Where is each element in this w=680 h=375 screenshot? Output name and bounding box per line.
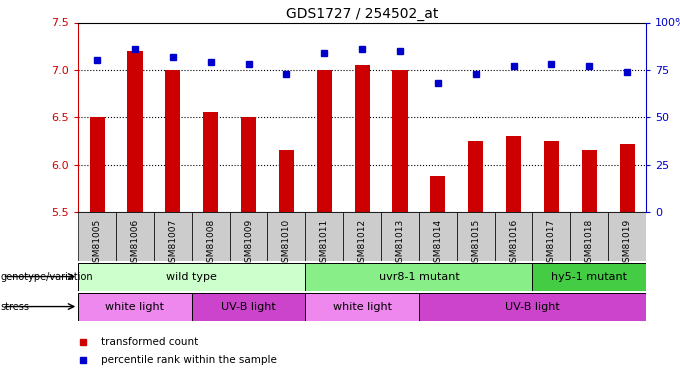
Text: white light: white light <box>333 302 392 312</box>
Bar <box>619 144 634 212</box>
Bar <box>241 117 256 212</box>
Bar <box>116 212 154 261</box>
Text: GSM81008: GSM81008 <box>206 219 215 268</box>
Bar <box>305 212 343 261</box>
Bar <box>532 212 571 261</box>
Text: GSM81009: GSM81009 <box>244 219 253 268</box>
Bar <box>192 212 230 261</box>
Text: UV-B light: UV-B light <box>221 302 276 312</box>
Bar <box>419 212 457 261</box>
Text: white light: white light <box>105 302 165 312</box>
Text: GSM81006: GSM81006 <box>131 219 139 268</box>
Text: transformed count: transformed count <box>101 336 198 346</box>
Text: hy5-1 mutant: hy5-1 mutant <box>551 272 627 282</box>
Bar <box>78 292 192 321</box>
Bar <box>305 262 532 291</box>
Bar <box>381 212 419 261</box>
Bar <box>571 212 608 261</box>
Text: GSM81017: GSM81017 <box>547 219 556 268</box>
Title: GDS1727 / 254502_at: GDS1727 / 254502_at <box>286 8 439 21</box>
Text: percentile rank within the sample: percentile rank within the sample <box>101 355 277 365</box>
Bar <box>608 212 646 261</box>
Bar <box>279 150 294 212</box>
Text: GSM81005: GSM81005 <box>92 219 101 268</box>
Bar <box>230 212 267 261</box>
Text: stress: stress <box>1 302 30 312</box>
Bar <box>154 212 192 261</box>
Text: genotype/variation: genotype/variation <box>1 272 93 282</box>
Text: GSM81018: GSM81018 <box>585 219 594 268</box>
Text: wild type: wild type <box>167 272 217 282</box>
Bar <box>127 51 143 212</box>
Bar <box>90 117 105 212</box>
Bar <box>78 212 116 261</box>
Bar <box>457 212 494 261</box>
Bar <box>430 176 445 212</box>
Bar <box>494 212 532 261</box>
Text: uvr8-1 mutant: uvr8-1 mutant <box>379 272 459 282</box>
Bar <box>532 262 646 291</box>
Bar <box>343 212 381 261</box>
Text: GSM81014: GSM81014 <box>433 219 442 268</box>
Bar <box>78 262 305 291</box>
Bar <box>267 212 305 261</box>
Bar <box>392 70 407 212</box>
Text: UV-B light: UV-B light <box>505 302 560 312</box>
Bar <box>354 65 370 212</box>
Bar <box>506 136 521 212</box>
Text: GSM81010: GSM81010 <box>282 219 291 268</box>
Bar <box>419 292 646 321</box>
Bar <box>544 141 559 212</box>
Text: GSM81012: GSM81012 <box>358 219 367 268</box>
Bar <box>305 292 419 321</box>
Bar <box>203 112 218 212</box>
Bar <box>581 150 597 212</box>
Text: GSM81013: GSM81013 <box>396 219 405 268</box>
Text: GSM81011: GSM81011 <box>320 219 328 268</box>
Text: GSM81019: GSM81019 <box>623 219 632 268</box>
Bar <box>317 70 332 212</box>
Text: GSM81007: GSM81007 <box>169 219 177 268</box>
Bar <box>165 70 180 212</box>
Bar <box>192 292 305 321</box>
Bar <box>468 141 483 212</box>
Text: GSM81016: GSM81016 <box>509 219 518 268</box>
Text: GSM81015: GSM81015 <box>471 219 480 268</box>
